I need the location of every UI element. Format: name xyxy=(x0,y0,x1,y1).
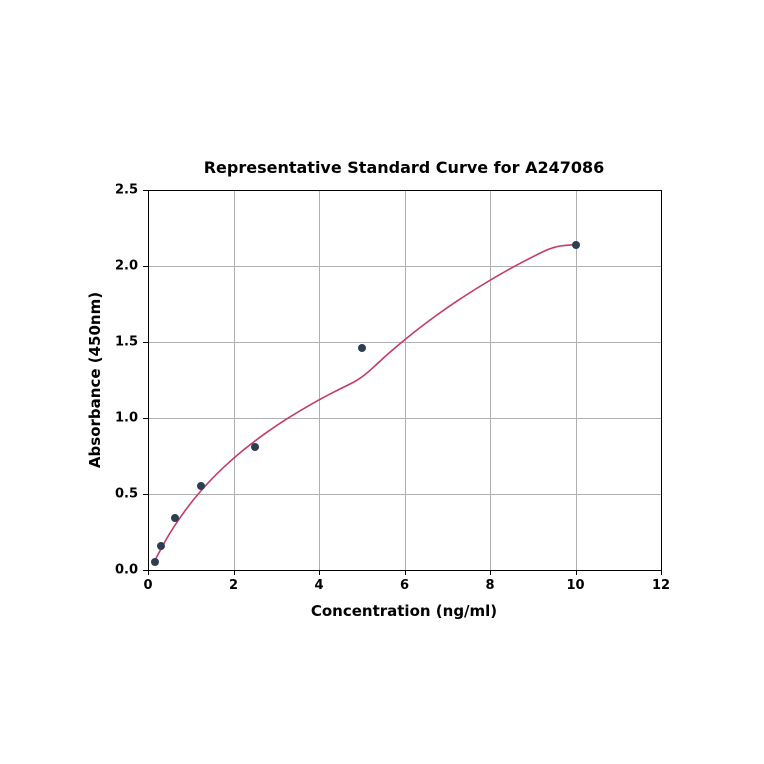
y-tick-label: 0.5 xyxy=(115,487,138,502)
y-tick-label: 0.0 xyxy=(115,563,138,578)
data-point xyxy=(251,443,259,451)
x-tick-label: 4 xyxy=(314,578,323,593)
y-tick-label: 1.5 xyxy=(115,335,138,350)
x-tick xyxy=(661,570,662,575)
plot-area: 0246810120.00.51.01.52.02.5 xyxy=(148,190,661,570)
x-tick-label: 0 xyxy=(143,578,152,593)
x-axis-label: Concentration (ng/ml) xyxy=(311,602,497,620)
y-tick-label: 2.5 xyxy=(115,183,138,198)
x-tick-label: 6 xyxy=(400,578,409,593)
data-point xyxy=(358,344,366,352)
data-point xyxy=(151,558,159,566)
data-point xyxy=(572,241,580,249)
x-tick-label: 12 xyxy=(652,578,670,593)
x-tick-label: 8 xyxy=(485,578,494,593)
x-tick-label: 2 xyxy=(229,578,238,593)
y-tick-label: 1.0 xyxy=(115,411,138,426)
data-point xyxy=(197,482,205,490)
fitted-curve xyxy=(148,190,661,570)
chart-title: Representative Standard Curve for A24708… xyxy=(204,158,605,177)
axis-spine-bottom xyxy=(148,570,661,571)
chart-canvas: Representative Standard Curve for A24708… xyxy=(0,0,764,764)
y-tick-label: 2.0 xyxy=(115,259,138,274)
x-tick-label: 10 xyxy=(566,578,584,593)
axis-spine-right xyxy=(661,190,662,570)
data-point xyxy=(157,542,165,550)
y-axis-label: Absorbance (450nm) xyxy=(86,292,104,468)
data-point xyxy=(171,514,179,522)
